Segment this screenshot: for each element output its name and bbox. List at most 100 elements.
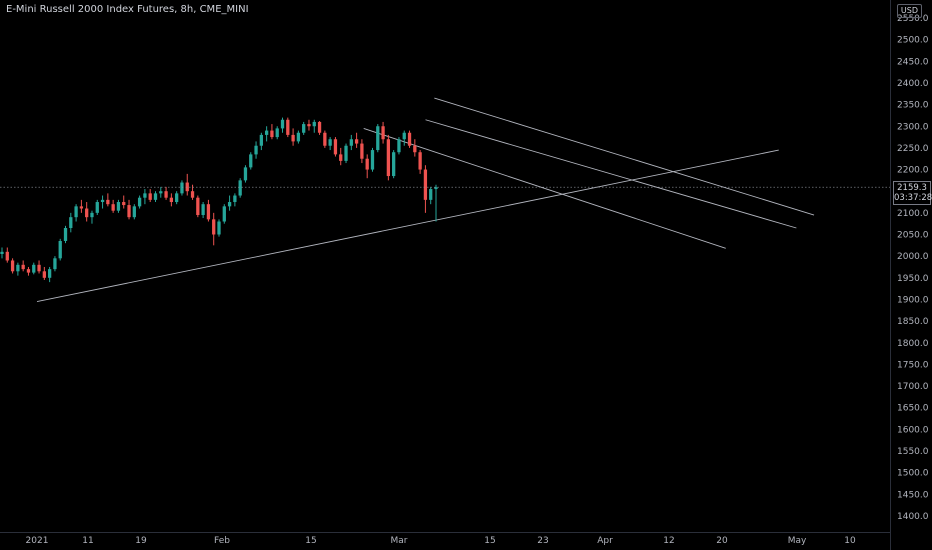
candle-body <box>349 139 353 146</box>
time-axis[interactable]: 2021 11 19 Feb 15 Mar 15 23 Apr 12 20 May 10 <box>26 536 856 546</box>
x-tick-label: Feb <box>214 536 230 546</box>
y-tick-label: 2500.0 <box>897 36 929 46</box>
candle-body <box>275 128 279 138</box>
candle-body <box>381 126 385 140</box>
candle-body <box>280 119 285 129</box>
candle-body <box>423 169 428 200</box>
candle-body <box>339 154 343 161</box>
currency-badge[interactable]: USD <box>896 4 922 18</box>
y-tick-label: 2300.0 <box>897 122 929 132</box>
trendlines[interactable] <box>36 97 815 303</box>
candle-body <box>42 271 46 278</box>
x-tick-label: May <box>788 536 807 546</box>
candle-body <box>21 264 25 270</box>
trendline[interactable] <box>425 119 797 229</box>
candle-body <box>53 258 57 270</box>
candle-body <box>106 199 110 205</box>
candle-body <box>386 139 391 177</box>
candle-body <box>365 158 369 170</box>
y-tick-label: 2400.0 <box>897 79 929 89</box>
candle-body <box>429 189 433 200</box>
candle-body <box>132 206 136 218</box>
candle-body <box>286 119 290 135</box>
y-tick-label: 2050.0 <box>897 231 929 241</box>
candle-body <box>100 199 105 203</box>
last-price-value: 2159.3 <box>897 183 927 194</box>
y-tick-label: 1550.0 <box>897 447 929 457</box>
candle-body <box>69 217 73 229</box>
candle-body <box>0 251 4 254</box>
y-tick-label: 1800.0 <box>897 339 929 349</box>
candle-body <box>259 134 263 146</box>
y-tick-label: 1450.0 <box>897 490 929 500</box>
candle-body <box>74 206 78 218</box>
x-tick-label: Apr <box>597 536 613 546</box>
candle-body <box>212 219 216 235</box>
trendline[interactable] <box>434 97 815 216</box>
candle-body <box>95 202 99 213</box>
candle-body <box>254 145 258 155</box>
symbol-title: E-Mini Russell 2000 Index Futures, 8h, C… <box>6 4 249 15</box>
bar-countdown: 03:37:28 <box>894 193 932 204</box>
trendline[interactable] <box>36 149 779 303</box>
candle-body <box>264 130 269 135</box>
candle-body <box>360 143 364 159</box>
candle-body <box>392 152 396 177</box>
candle-body <box>407 132 412 146</box>
candle-body <box>227 202 232 207</box>
x-tick-label: 15 <box>305 536 316 546</box>
candle-body <box>90 212 94 218</box>
y-tick-label: 1750.0 <box>897 360 929 370</box>
y-tick-label: 2350.0 <box>897 101 929 111</box>
candle-body <box>175 193 179 203</box>
x-tick-label: 12 <box>663 536 674 546</box>
y-tick-label: 1650.0 <box>897 404 929 414</box>
candle-body <box>5 251 9 261</box>
y-tick-label: 1850.0 <box>897 317 929 327</box>
candle-body <box>26 269 31 273</box>
candle-body <box>206 204 211 220</box>
candle-body <box>376 126 380 151</box>
candle-body <box>10 260 15 272</box>
candle-body <box>137 197 142 207</box>
candle-body <box>201 204 205 216</box>
x-tick-label: 10 <box>844 536 856 546</box>
candle-body <box>243 167 248 181</box>
candle-body <box>164 191 168 198</box>
candle-body <box>249 154 253 168</box>
trendline[interactable] <box>363 127 726 249</box>
y-tick-label: 1400.0 <box>897 512 929 522</box>
candle-body <box>58 240 62 259</box>
candle-body <box>238 180 242 196</box>
candle-body <box>122 202 126 206</box>
candle-body <box>328 139 332 146</box>
candle-body <box>116 202 121 211</box>
candle-body <box>63 228 68 241</box>
candle-body <box>413 145 417 153</box>
y-tick-label: 1900.0 <box>897 295 929 305</box>
candle-body <box>434 187 438 190</box>
candle-body <box>169 197 174 203</box>
x-tick-label: 15 <box>484 536 495 546</box>
candle-body <box>323 132 327 146</box>
y-tick-label: 1700.0 <box>897 382 929 392</box>
candle-body <box>180 182 184 194</box>
candle-body <box>127 205 131 218</box>
candle-body <box>111 204 115 211</box>
candle-body <box>16 264 20 272</box>
x-tick-label: Mar <box>391 536 408 546</box>
candle-body <box>312 121 316 127</box>
candle-body <box>47 269 52 278</box>
candle-body <box>159 191 163 194</box>
y-tick-label: 1500.0 <box>897 469 929 479</box>
candle-body <box>79 206 84 209</box>
candles <box>0 117 438 283</box>
candle-body <box>418 152 422 170</box>
y-tick-label: 2250.0 <box>897 144 929 154</box>
candle-body <box>302 124 306 133</box>
y-tick-label: 2100.0 <box>897 209 929 219</box>
candle-body <box>307 124 311 127</box>
x-tick-label: 11 <box>82 536 93 546</box>
